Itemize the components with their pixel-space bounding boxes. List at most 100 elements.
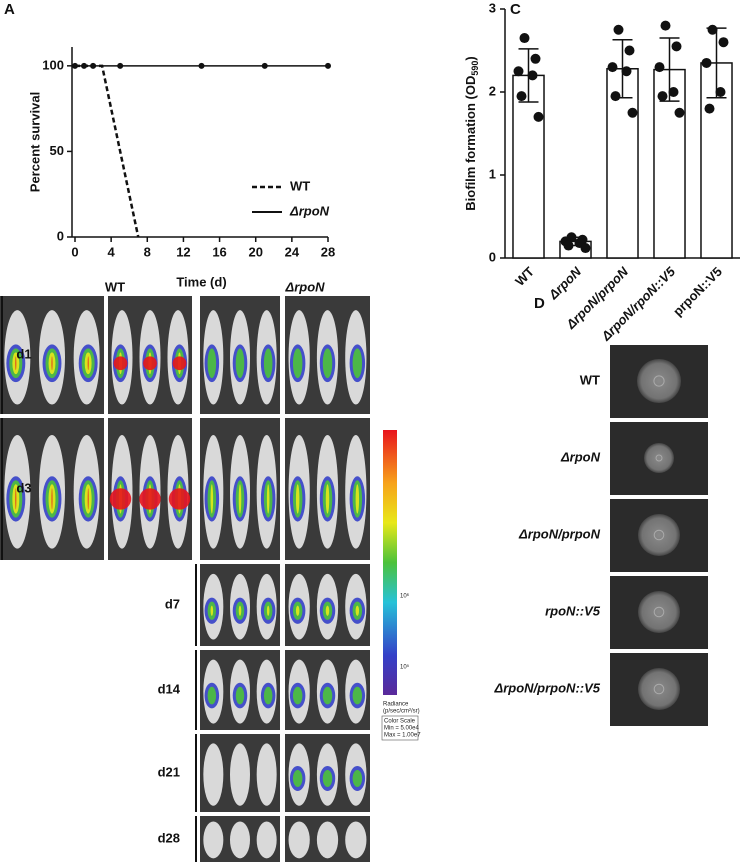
- signal: [352, 769, 363, 787]
- signal: [210, 484, 214, 514]
- signal: [322, 686, 333, 705]
- data-point: [674, 107, 685, 118]
- signal: [292, 686, 303, 705]
- signal: [292, 348, 303, 379]
- signal: [143, 356, 157, 371]
- colorbar-title: Radiance: [383, 702, 409, 708]
- mouse: [345, 821, 367, 859]
- colorbar: [383, 430, 397, 695]
- data-point: [513, 66, 524, 77]
- strain-label: ΔrpoN: [560, 449, 601, 464]
- signal: [168, 488, 191, 510]
- data-point: [701, 57, 712, 68]
- strain-label: WT: [580, 372, 600, 387]
- data-point: [563, 240, 574, 251]
- signal: [325, 484, 330, 514]
- data-point: [715, 87, 726, 97]
- signal: [207, 686, 217, 705]
- signal: [113, 356, 128, 371]
- data-point: [607, 62, 618, 73]
- panel-label: A: [4, 1, 15, 18]
- signal: [235, 348, 245, 379]
- data-point: [516, 91, 527, 102]
- colony-center: [653, 529, 665, 541]
- mouse: [288, 821, 310, 859]
- data-point: [530, 53, 541, 64]
- colorbar-scale: Min = 5.00e4: [384, 726, 420, 732]
- signal: [355, 605, 360, 616]
- y-tick-label: 0: [57, 228, 64, 243]
- x-axis-label: Time (d): [176, 274, 226, 289]
- x-tick-label: 28: [321, 244, 335, 259]
- mouse: [230, 743, 250, 806]
- colony: [637, 359, 681, 403]
- series-marker: [81, 62, 88, 69]
- colorbar-scale: Color Scale: [384, 719, 416, 725]
- bar: [512, 74, 545, 259]
- series-marker: [325, 62, 331, 69]
- colony: [638, 591, 680, 633]
- signal: [352, 348, 363, 379]
- colony-center: [653, 375, 665, 387]
- colorbar-tick: 10⁶: [400, 593, 410, 600]
- day-label: d7: [165, 596, 180, 611]
- colony-panel: WTΔrpoNΔrpoN/prpoNrpoN::V5ΔrpoN/prpoN::V…: [494, 345, 708, 726]
- strain-label: ΔrpoN/prpoN::V5: [494, 680, 601, 695]
- y-tick-label: 100: [42, 57, 64, 72]
- colony-center: [653, 683, 665, 695]
- x-tick-label: 24: [285, 244, 300, 259]
- signal: [51, 488, 53, 510]
- mouse: [256, 743, 277, 806]
- signal: [352, 686, 363, 705]
- colony: [638, 514, 680, 556]
- strain-label: ΔrpoN/prpoN: [518, 526, 601, 541]
- y-axis-label: Percent survival: [27, 92, 42, 192]
- day-label: d1: [16, 346, 31, 361]
- signal: [109, 488, 132, 510]
- y-tick-label: 0: [489, 249, 496, 264]
- y-axis-label: Biofilm formation (OD590): [463, 56, 480, 210]
- signal: [172, 356, 187, 371]
- data-point: [580, 243, 591, 254]
- data-point: [657, 91, 668, 102]
- signal: [139, 488, 161, 510]
- day-label: d3: [16, 480, 31, 495]
- x-tick-label: 12: [176, 244, 190, 259]
- strain-label: rpoN::V5: [545, 603, 601, 618]
- group-label: WT: [105, 279, 125, 294]
- mouse: [203, 821, 224, 859]
- data-point: [718, 37, 729, 48]
- signal: [266, 605, 270, 616]
- x-tick-label: 0: [71, 244, 78, 259]
- legend-label: WT: [290, 178, 310, 193]
- signal: [238, 484, 242, 514]
- series-marker: [72, 62, 78, 69]
- series-marker: [90, 62, 97, 69]
- signal: [292, 769, 303, 787]
- x-tick-label: 16: [212, 244, 226, 259]
- signal: [322, 348, 333, 379]
- data-point: [627, 107, 638, 118]
- imaging-panel: d1 d3 d7 d14 d21 d28 10⁶ 10⁵ Radiance(p/sec/cm²/…: [0, 296, 421, 862]
- signal: [238, 605, 242, 616]
- x-tick-label: 4: [108, 244, 116, 259]
- mouse: [256, 821, 277, 859]
- y-axis-label-text: Biofilm formation (OD: [463, 76, 478, 211]
- signal: [325, 605, 330, 616]
- x-tick-label: ΔrpoN: [545, 264, 584, 303]
- panel-label: D: [534, 295, 545, 312]
- series-marker: [198, 62, 205, 69]
- day-label: d21: [158, 764, 180, 779]
- series-marker: [261, 62, 268, 69]
- data-point: [527, 70, 538, 81]
- y-tick-label: 2: [489, 83, 496, 98]
- signal: [207, 348, 217, 379]
- data-point: [654, 62, 665, 73]
- y-tick-label: 50: [50, 143, 64, 158]
- y-tick-label: 1: [489, 166, 496, 181]
- data-point: [613, 24, 624, 35]
- y-axis-label-sub: 590: [470, 61, 480, 76]
- signal: [295, 484, 300, 514]
- data-point: [668, 87, 679, 97]
